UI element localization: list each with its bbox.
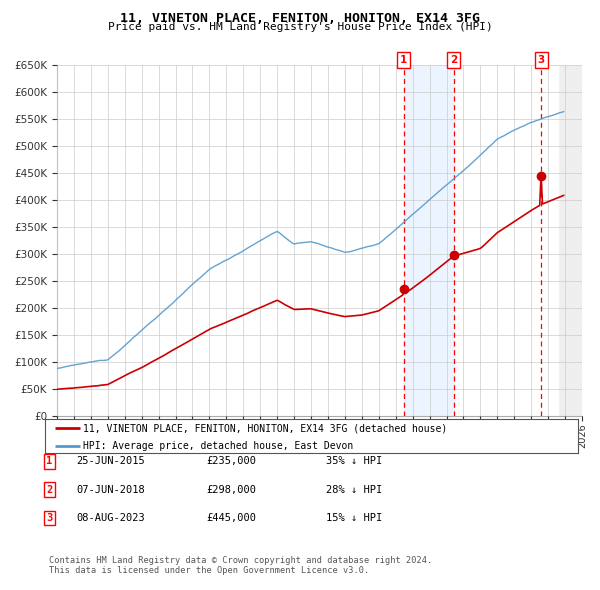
Text: 2: 2: [46, 485, 52, 494]
Text: 1: 1: [46, 457, 52, 466]
Text: 11, VINETON PLACE, FENITON, HONITON, EX14 3FG: 11, VINETON PLACE, FENITON, HONITON, EX1…: [120, 12, 480, 25]
Text: 3: 3: [46, 513, 52, 523]
Text: 08-AUG-2023: 08-AUG-2023: [77, 513, 145, 523]
Text: 11, VINETON PLACE, FENITON, HONITON, EX14 3FG (detached house): 11, VINETON PLACE, FENITON, HONITON, EX1…: [83, 423, 448, 433]
Text: 35% ↓ HPI: 35% ↓ HPI: [326, 457, 382, 466]
Bar: [404, 65, 454, 416]
Text: 25-JUN-2015: 25-JUN-2015: [77, 457, 145, 466]
Text: 15% ↓ HPI: 15% ↓ HPI: [326, 513, 382, 523]
Text: £298,000: £298,000: [206, 485, 256, 494]
Text: Price paid vs. HM Land Registry's House Price Index (HPI): Price paid vs. HM Land Registry's House …: [107, 22, 493, 32]
Text: 3: 3: [538, 55, 545, 65]
Text: £445,000: £445,000: [206, 513, 256, 523]
Text: 28% ↓ HPI: 28% ↓ HPI: [326, 485, 382, 494]
Text: Contains HM Land Registry data © Crown copyright and database right 2024.
This d: Contains HM Land Registry data © Crown c…: [49, 556, 433, 575]
Text: 1: 1: [400, 55, 407, 65]
Text: 2: 2: [450, 55, 457, 65]
Text: £235,000: £235,000: [206, 457, 256, 466]
Text: 07-JUN-2018: 07-JUN-2018: [77, 485, 145, 494]
Text: HPI: Average price, detached house, East Devon: HPI: Average price, detached house, East…: [83, 441, 353, 451]
Bar: [559, 65, 582, 416]
